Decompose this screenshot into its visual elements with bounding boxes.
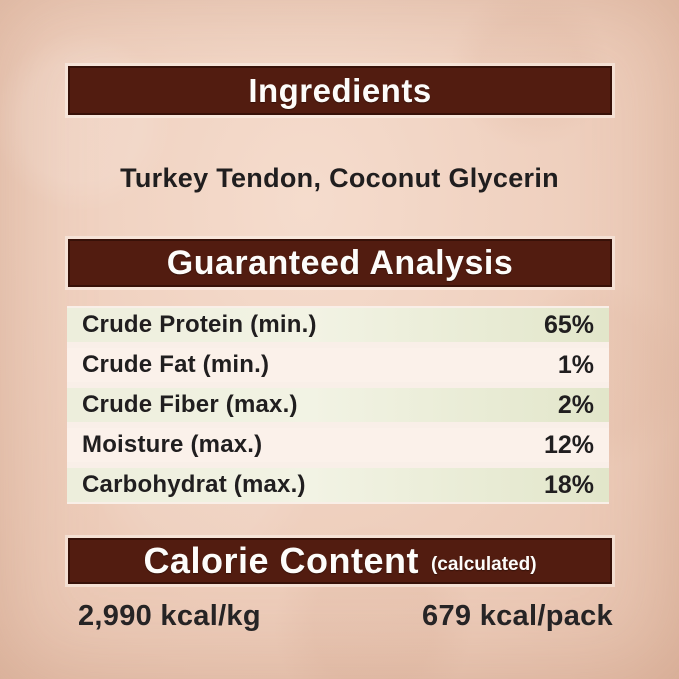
guaranteed-analysis-table: Crude Protein (min.) 65% Crude Fat (min.…: [67, 306, 609, 504]
row-label: Crude Protein (min.): [82, 311, 317, 338]
row-label: Carbohydrat (max.): [82, 471, 306, 498]
table-row: Crude Fiber (max.) 2%: [67, 388, 609, 422]
ingredients-title: Ingredients: [248, 71, 432, 109]
row-label: Moisture (max.): [82, 431, 263, 458]
table-row: Crude Protein (min.) 65%: [67, 308, 609, 342]
guaranteed-analysis-title: Guaranteed Analysis: [166, 243, 514, 282]
table-row: Crude Fat (min.) 1%: [67, 348, 609, 382]
ingredients-list: Turkey Tendon, Coconut Glycerin: [120, 163, 559, 193]
guaranteed-analysis-header-bar: Guaranteed Analysis: [68, 239, 612, 287]
calorie-content-header-bar: Calorie Content (calculated): [68, 538, 612, 584]
row-label: Crude Fiber (max.): [82, 391, 298, 418]
table-row: Moisture (max.) 12%: [67, 428, 609, 462]
row-value: 1%: [557, 350, 594, 379]
ingredients-header-bar: Ingredients: [68, 66, 612, 115]
row-value: 18%: [543, 470, 594, 499]
row-value: 65%: [543, 310, 594, 339]
calorie-content-subtitle: (calculated): [430, 554, 537, 575]
kcal-per-kg: 2,990 kcal/kg: [78, 600, 261, 632]
calorie-values: 2,990 kcal/kg 679 kcal/pack: [68, 600, 613, 633]
row-value: 12%: [543, 430, 594, 459]
calorie-content-title: Calorie Content: [143, 540, 419, 581]
row-value: 2%: [557, 390, 594, 419]
kcal-per-pack: 679 kcal/pack: [422, 600, 613, 632]
table-row: Carbohydrat (max.) 18%: [67, 468, 609, 502]
row-label: Crude Fat (min.): [82, 351, 270, 378]
